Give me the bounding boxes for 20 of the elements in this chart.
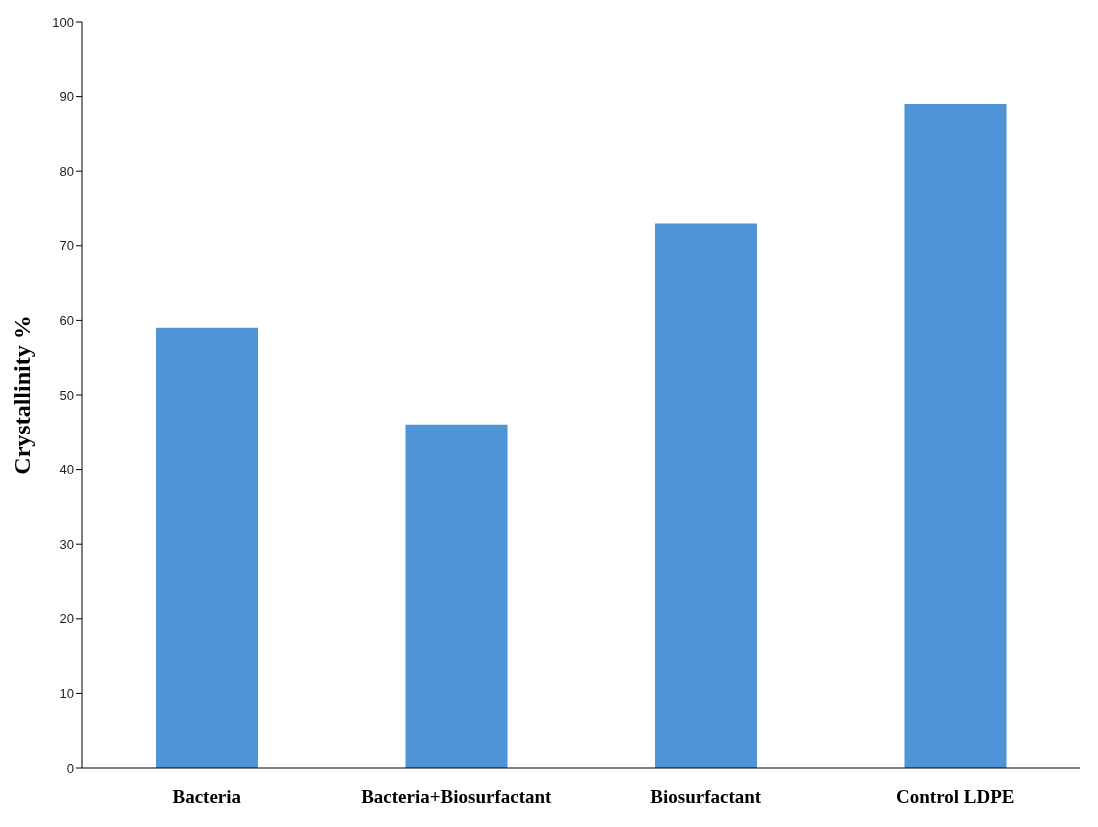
y-tick-label: 70 [59, 238, 74, 254]
y-tick-label: 30 [59, 536, 74, 552]
x-tick-label: Biosurfactant [650, 786, 762, 808]
y-tick-label: 20 [59, 611, 74, 627]
y-axis-title: Crystallinity % [8, 315, 35, 475]
y-tick-label: 90 [59, 89, 74, 105]
y-tick-label: 50 [59, 387, 74, 403]
y-tick-label: 0 [66, 760, 74, 776]
bar [655, 223, 757, 768]
x-tick-label: Bacteria [172, 786, 242, 808]
x-tick-label: Control LDPE [896, 786, 1015, 808]
y-tick-label: 40 [59, 462, 74, 478]
y-tick-label: 60 [59, 313, 74, 329]
x-tick-label: Bacteria+Biosurfactant [361, 786, 553, 808]
bar [904, 104, 1007, 768]
y-tick-label: 100 [52, 14, 74, 30]
bar [405, 424, 508, 768]
bar [156, 327, 258, 768]
y-tick-label: 80 [59, 163, 74, 179]
y-tick-label: 10 [59, 686, 74, 702]
